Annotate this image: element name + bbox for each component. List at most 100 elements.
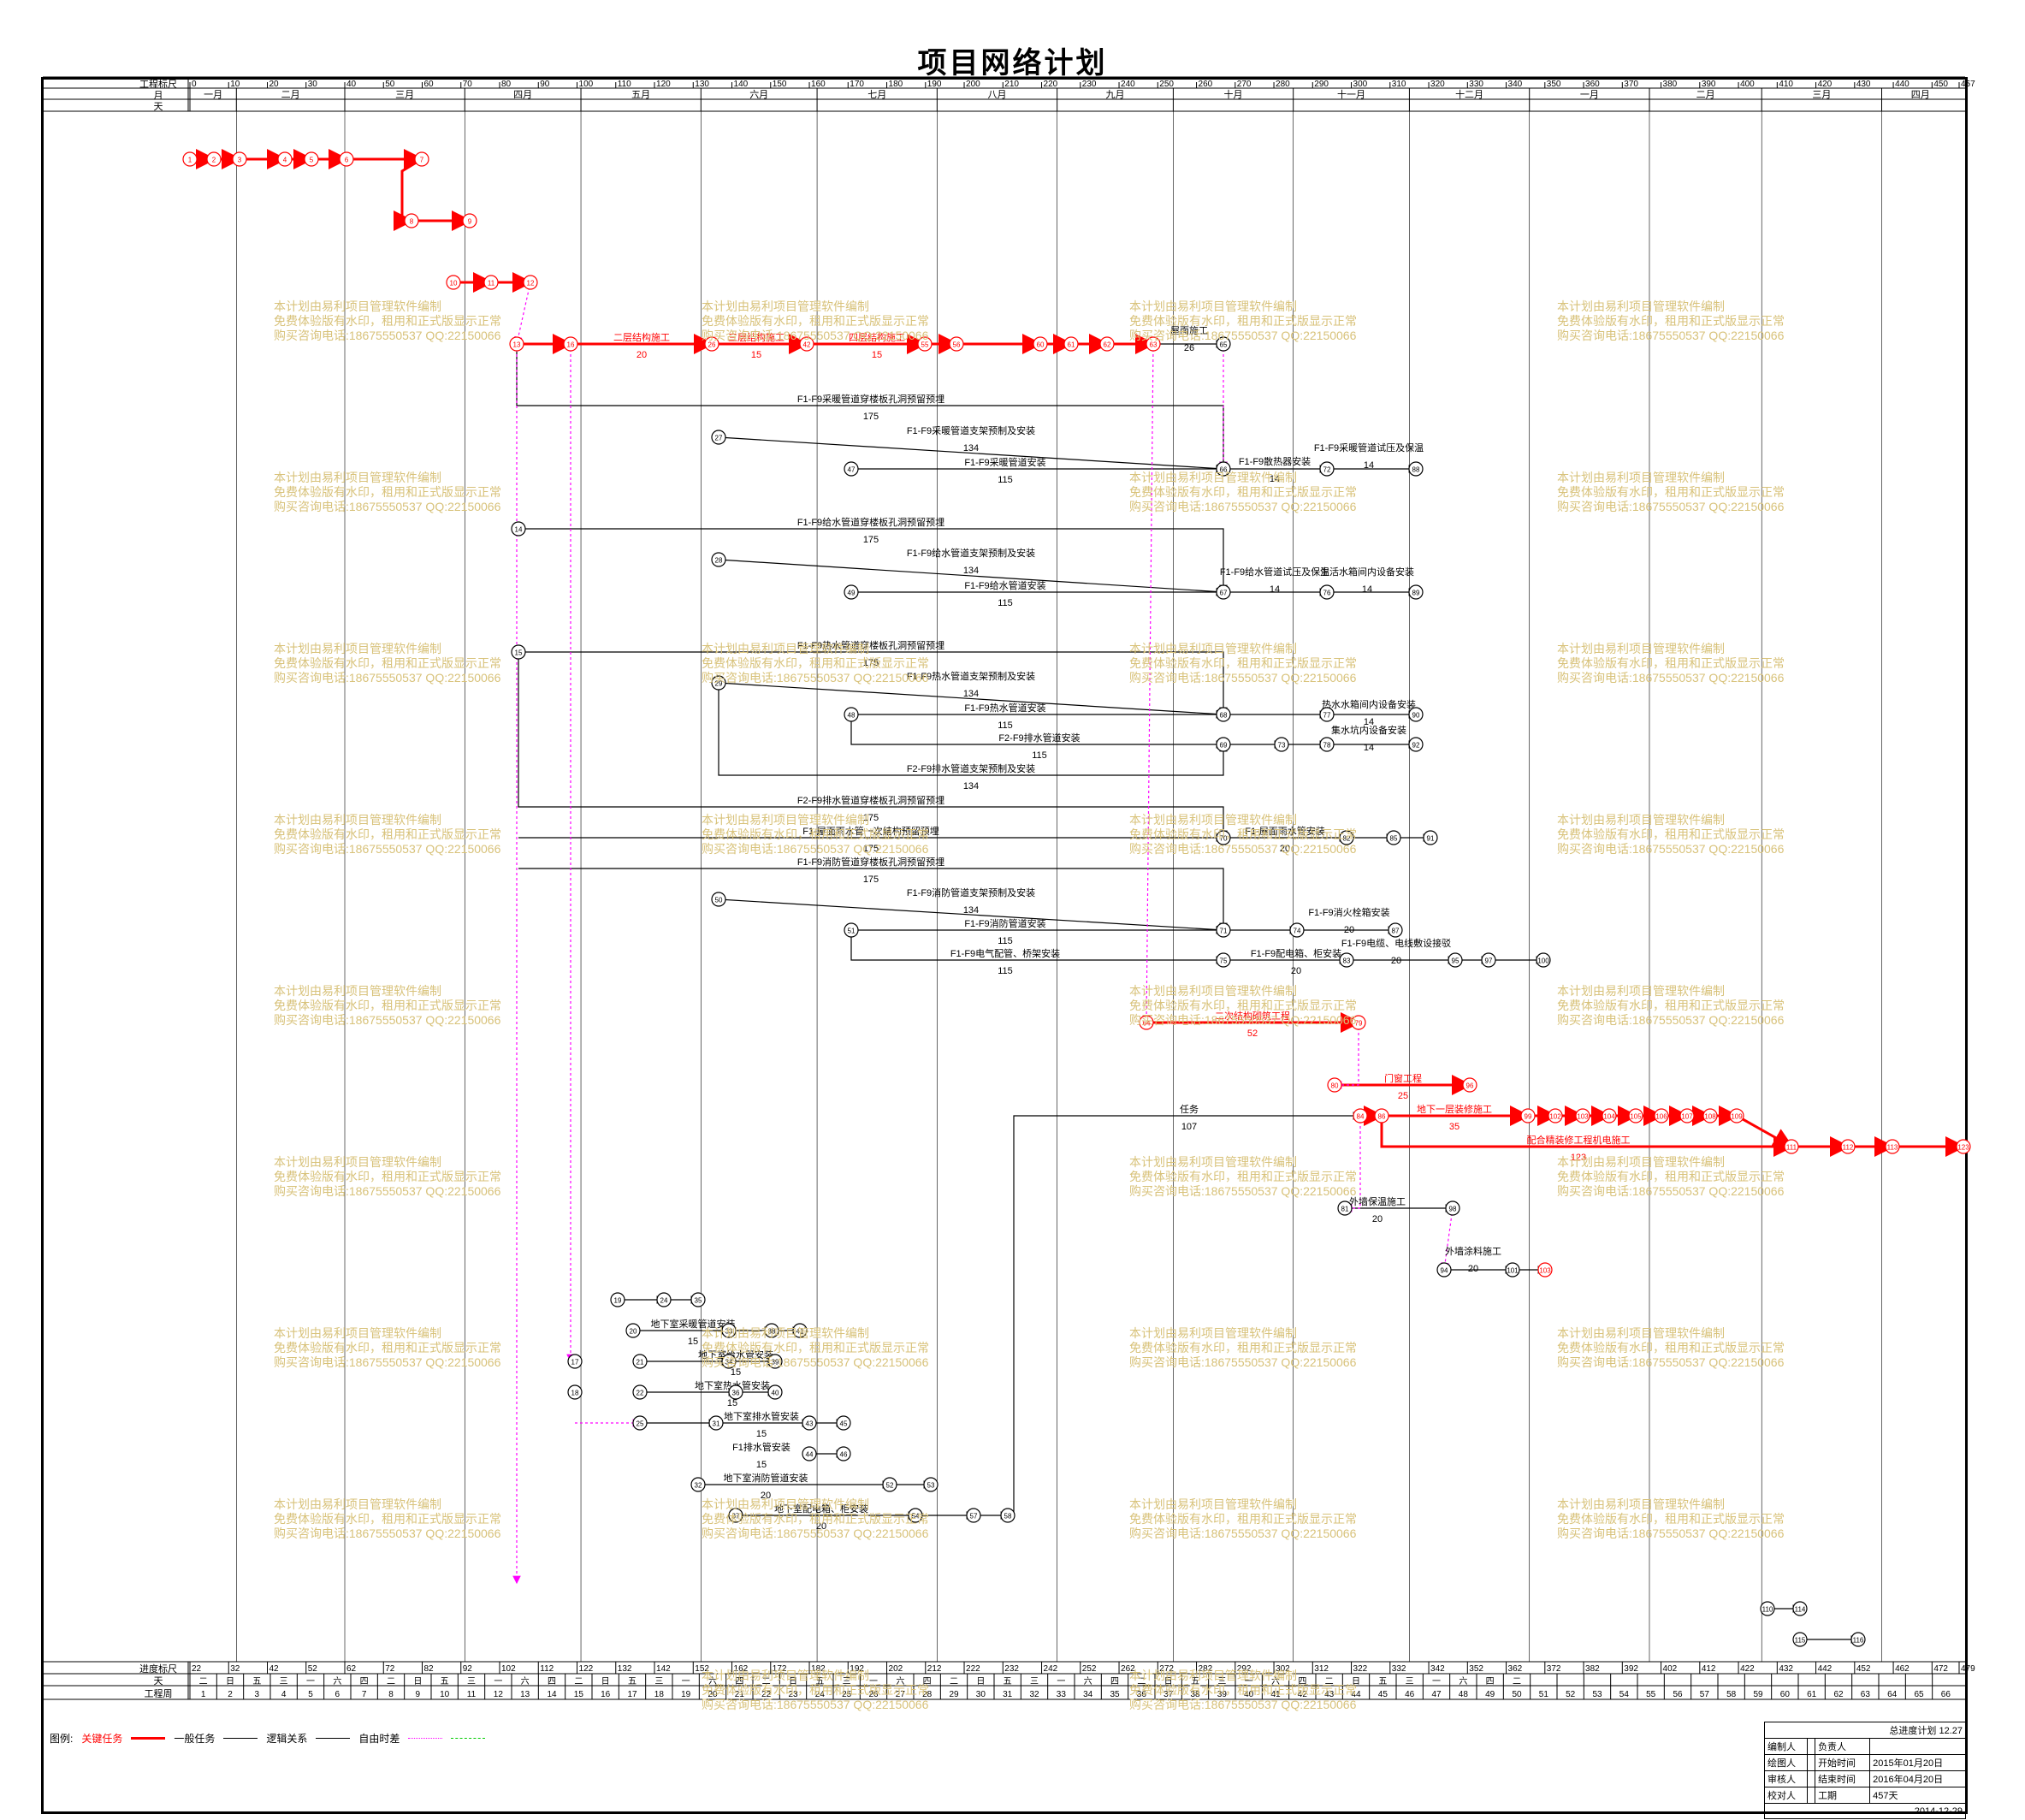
- event-node-number: 17: [571, 1359, 579, 1366]
- event-node-number: 104: [1603, 1113, 1615, 1121]
- task-label: F1-F9采暖管道试压及保温: [1314, 442, 1424, 454]
- ruler-tick-label: 10: [230, 80, 240, 89]
- week-label: 55: [1646, 1690, 1656, 1699]
- event-node-circle: [690, 1292, 706, 1307]
- month-label: 十二月: [1455, 88, 1483, 100]
- event-node-circle: [1445, 1200, 1460, 1216]
- event-node-number: 81: [1341, 1206, 1349, 1213]
- event-node-number: 36: [732, 1390, 740, 1397]
- event-node-number: 88: [1412, 466, 1420, 474]
- task-duration: 14: [1364, 717, 1374, 727]
- event-node-number: 11: [488, 280, 495, 288]
- ruler-tick-label: 100: [579, 80, 594, 89]
- event-node-circle: [1216, 830, 1231, 845]
- task-duration: 20: [816, 1521, 826, 1532]
- event-node-circle: [1792, 1632, 1808, 1647]
- week-label: 26: [868, 1690, 879, 1699]
- event-node-number: 43: [806, 1420, 814, 1428]
- task-arrow: [518, 868, 1228, 932]
- event-node-circle: [523, 275, 538, 290]
- task-arrow: [516, 344, 1228, 471]
- week-label: 44: [1351, 1690, 1361, 1699]
- ruler-tick-label: 330: [1469, 80, 1483, 89]
- ruler-tick-label: 160: [811, 80, 826, 89]
- event-node-circle: [632, 1354, 648, 1369]
- progress-tick-label: 252: [1082, 1664, 1097, 1674]
- task-arrow: [1736, 1114, 1794, 1148]
- info-cell: 2015年01月20日: [1869, 1754, 1966, 1771]
- task-duration: 25: [1398, 1091, 1408, 1101]
- event-node-number: 32: [695, 1482, 702, 1490]
- weekday-label: 五: [1378, 1677, 1387, 1687]
- month-label: 二月: [281, 90, 300, 100]
- weekday-label: 三: [1030, 1677, 1039, 1687]
- ruler-tick-label: 420: [1818, 80, 1833, 89]
- ruler-tick-label: 170: [850, 80, 864, 89]
- event-node-number: 100: [1537, 957, 1549, 965]
- month-label: 十月: [1224, 88, 1243, 100]
- event-node-circle: [1408, 737, 1424, 752]
- info-cell: [1807, 1770, 1816, 1787]
- week-label: 6: [335, 1690, 340, 1699]
- month-label: 十一月: [1337, 88, 1365, 100]
- event-node-number: 5: [310, 157, 314, 164]
- event-node-number: 12: [527, 280, 535, 288]
- task-label: F1-F9给水管道试压及保温: [1220, 566, 1329, 578]
- task-duration: 175: [863, 813, 879, 823]
- month-label: 一月: [1580, 90, 1599, 100]
- week-label: 4: [281, 1690, 287, 1699]
- event-node-number: 115: [1795, 1637, 1806, 1645]
- task-arrow: [514, 282, 531, 346]
- progress-tick-label: 242: [1044, 1664, 1058, 1674]
- event-node-circle: [728, 1384, 743, 1400]
- week-label: 23: [788, 1690, 798, 1699]
- task-label: F1-F9给水管道安装: [964, 579, 1045, 591]
- ruler-tick-label: 280: [1276, 80, 1290, 89]
- progress-tick-label: 432: [1779, 1664, 1793, 1674]
- task-label: F2-F9排水管道安装: [998, 732, 1080, 744]
- month-label: 五月: [631, 90, 650, 100]
- event-node-circle: [1840, 1139, 1856, 1154]
- week-label: 22: [761, 1690, 772, 1699]
- event-node-number: 1: [188, 157, 192, 164]
- task-duration: 107: [1181, 1122, 1197, 1132]
- task-label: 三层结构施工: [728, 331, 785, 343]
- week-label: 56: [1673, 1690, 1683, 1699]
- weekday-label: 六: [521, 1676, 530, 1687]
- task-label: F1-F9消防管道支架预制及安装: [907, 886, 1035, 898]
- progress-tick-label: 72: [385, 1664, 395, 1674]
- info-cell: 负责人: [1815, 1738, 1871, 1755]
- event-node-circle: [567, 1384, 583, 1400]
- weekday-label: 三: [1406, 1677, 1414, 1687]
- week-label: 35: [1110, 1690, 1120, 1699]
- legend-lag-swatch: [451, 1737, 486, 1739]
- event-node-number: 116: [1853, 1637, 1864, 1645]
- task-arrow: [1142, 343, 1154, 1024]
- weekday-label: 四: [1110, 1677, 1119, 1687]
- progress-tick-label: 142: [656, 1664, 671, 1674]
- ruler-tick-label: 270: [1237, 80, 1252, 89]
- task-label: F2-F9排水管道穿楼板孔洞预留预埋: [797, 794, 944, 806]
- weekday-label: 三: [280, 1677, 288, 1687]
- event-node-circle: [799, 336, 814, 352]
- month-label: 九月: [1106, 89, 1125, 100]
- weekday-label: 日: [976, 1677, 985, 1687]
- task-arrow: [718, 559, 1225, 596]
- event-node-number: 80: [1331, 1082, 1339, 1090]
- event-node-circle: [610, 1292, 625, 1307]
- event-node-circle: [1520, 1108, 1536, 1123]
- task-arrow: [718, 898, 1225, 934]
- ruler-tick-label: 150: [773, 80, 787, 89]
- progress-tick-label: 342: [1430, 1664, 1445, 1674]
- ruler-tick-label: 320: [1430, 80, 1445, 89]
- ruler-tick-label: 60: [424, 80, 435, 89]
- event-node-number: 90: [1412, 712, 1420, 720]
- legend-float: 自由时差: [358, 1732, 400, 1745]
- progress-tick-label: 62: [346, 1664, 357, 1674]
- event-node-circle: [711, 892, 726, 907]
- week-label: 28: [922, 1690, 933, 1699]
- event-node-circle: [563, 336, 578, 352]
- event-node-number: 66: [1220, 466, 1228, 474]
- event-node-number: 44: [806, 1451, 814, 1459]
- week-label: 32: [1029, 1690, 1039, 1699]
